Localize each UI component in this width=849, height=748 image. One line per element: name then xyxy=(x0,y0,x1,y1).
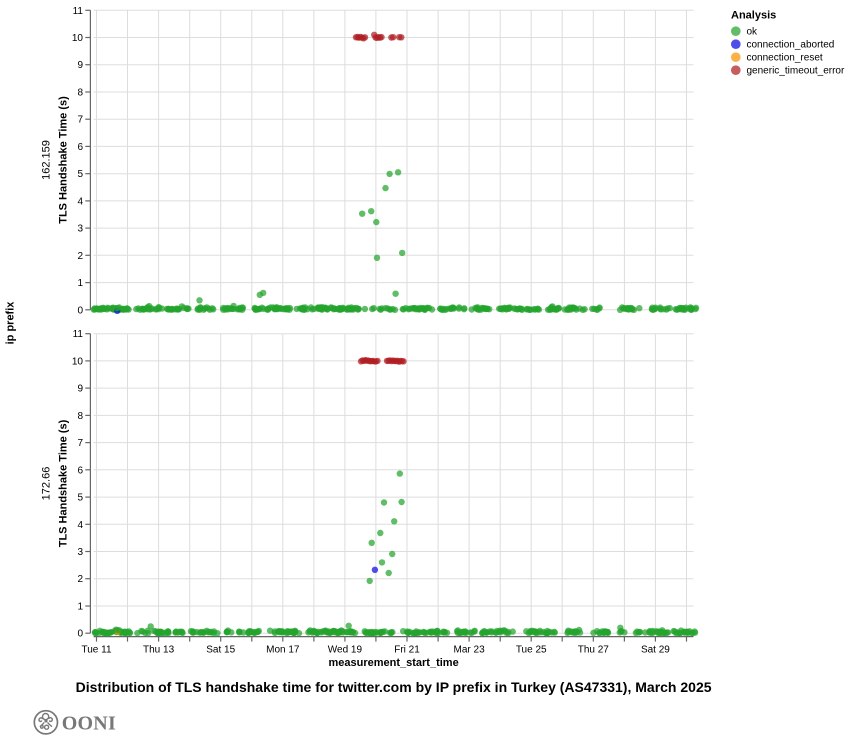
svg-text:ip prefix: ip prefix xyxy=(5,301,17,345)
svg-text:10: 10 xyxy=(72,356,84,367)
svg-text:ok: ok xyxy=(747,27,759,38)
svg-text:11: 11 xyxy=(73,6,84,17)
svg-text:2: 2 xyxy=(77,251,83,262)
svg-text:8: 8 xyxy=(77,411,83,422)
svg-text:5: 5 xyxy=(77,493,83,504)
svg-text:Thu 27: Thu 27 xyxy=(578,645,610,656)
svg-text:8: 8 xyxy=(77,88,83,99)
svg-text:7: 7 xyxy=(77,115,83,126)
svg-text:7: 7 xyxy=(77,438,83,449)
svg-text:0: 0 xyxy=(77,305,83,316)
svg-text:OONI: OONI xyxy=(62,713,116,735)
svg-text:6: 6 xyxy=(77,142,83,153)
svg-text:Sat 15: Sat 15 xyxy=(206,645,235,656)
svg-text:Analysis: Analysis xyxy=(731,10,776,22)
svg-text:Sat 29: Sat 29 xyxy=(641,645,670,656)
svg-text:9: 9 xyxy=(77,60,83,71)
svg-text:Wed 19: Wed 19 xyxy=(328,645,363,656)
svg-text:connection_reset: connection_reset xyxy=(747,53,823,64)
svg-text:6: 6 xyxy=(77,465,83,476)
svg-text:1: 1 xyxy=(77,278,83,289)
svg-text:Distribution of TLS handshake: Distribution of TLS handshake time for t… xyxy=(76,679,712,695)
svg-text:10: 10 xyxy=(72,33,84,44)
svg-text:Mon 17: Mon 17 xyxy=(266,645,300,656)
svg-text:9: 9 xyxy=(77,384,83,395)
svg-text:Mar 23: Mar 23 xyxy=(454,645,486,656)
svg-text:172.66: 172.66 xyxy=(41,467,53,501)
svg-text:4: 4 xyxy=(77,520,83,531)
svg-text:162.159: 162.159 xyxy=(41,140,53,180)
svg-text:connection_aborted: connection_aborted xyxy=(747,40,835,51)
svg-text:TLS Handshake Time (s): TLS Handshake Time (s) xyxy=(58,96,70,224)
svg-text:0: 0 xyxy=(77,629,83,640)
svg-text:Fri 21: Fri 21 xyxy=(394,645,420,656)
svg-text:4: 4 xyxy=(77,196,83,207)
svg-text:generic_timeout_error: generic_timeout_error xyxy=(747,66,845,77)
svg-text:5: 5 xyxy=(77,169,83,180)
svg-text:2: 2 xyxy=(77,574,83,585)
svg-text:1: 1 xyxy=(77,602,83,613)
svg-text:3: 3 xyxy=(77,547,83,558)
svg-text:Thu 13: Thu 13 xyxy=(143,645,175,656)
svg-text:Tue 11: Tue 11 xyxy=(81,645,111,656)
svg-text:11: 11 xyxy=(73,329,84,340)
svg-text:TLS Handshake Time (s): TLS Handshake Time (s) xyxy=(58,419,70,547)
svg-text:Tue 25: Tue 25 xyxy=(516,645,547,656)
svg-text:measurement_start_time: measurement_start_time xyxy=(328,657,458,669)
svg-text:3: 3 xyxy=(77,224,83,235)
